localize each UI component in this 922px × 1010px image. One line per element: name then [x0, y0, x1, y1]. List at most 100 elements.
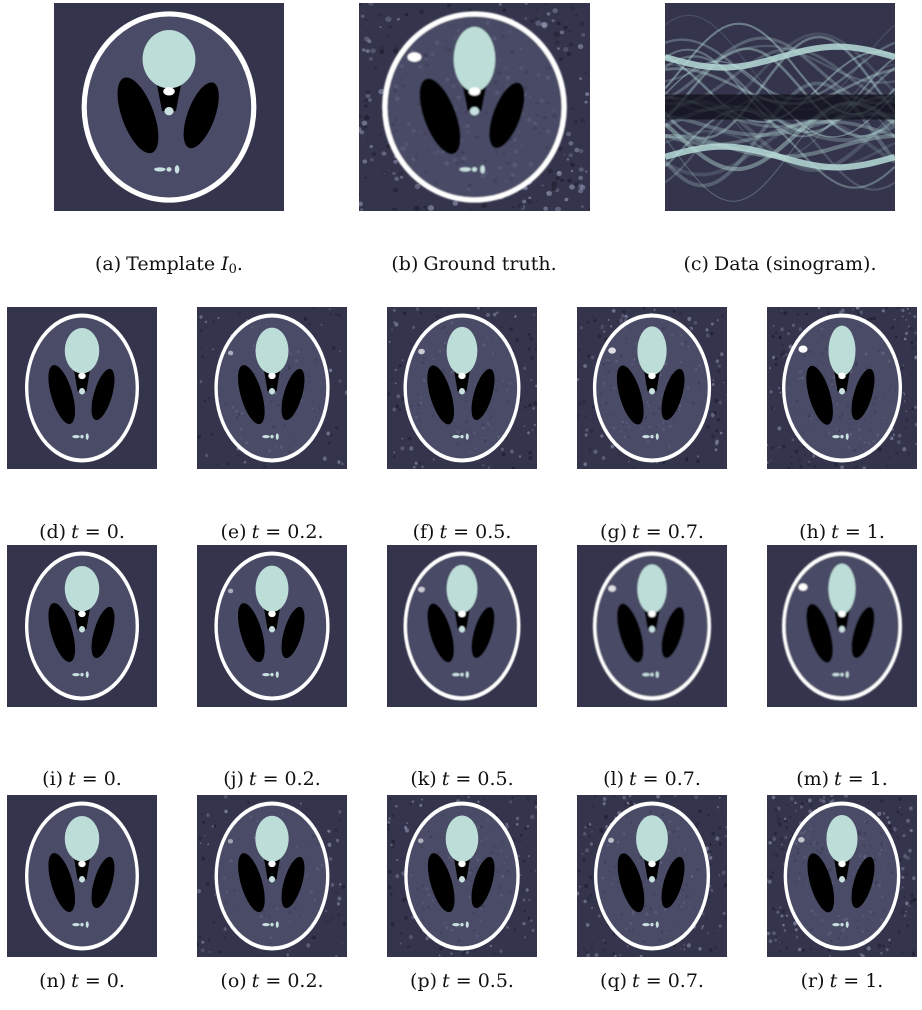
tiny-spot-left	[452, 672, 460, 677]
small-white-spot	[268, 610, 276, 618]
caption-e-label: (e)	[220, 521, 247, 543]
phantom-shapes	[214, 551, 330, 701]
tiny-spot-mid	[840, 672, 844, 677]
small-white-spot	[268, 860, 276, 868]
caption-g-t-value: 0.7	[667, 521, 698, 543]
caption-e-t-value: 0.2	[287, 521, 318, 543]
caption-l-t-value: 0.7	[664, 768, 695, 790]
tiny-spot-left	[642, 434, 650, 439]
tiny-spot-left	[459, 167, 472, 172]
caption-m-period: .	[881, 768, 888, 790]
caption-a: (a) Template I0.	[54, 253, 284, 277]
small-round-spot	[164, 107, 174, 116]
right-ventricle	[471, 368, 495, 421]
caption-h-t-symbol: t	[831, 521, 839, 543]
small-round-spot	[459, 388, 465, 395]
tiny-spot-right	[85, 433, 89, 440]
small-white-spot	[648, 372, 656, 380]
left-ventricle	[48, 364, 76, 424]
caption-p-period: .	[507, 970, 514, 992]
right-ventricle	[851, 606, 875, 659]
right-ventricle	[91, 606, 115, 659]
caption-k-t-value: 0.5	[477, 768, 508, 790]
panel-q-image	[577, 795, 727, 957]
phantom-shapes	[403, 551, 521, 701]
caption-n-period: .	[118, 970, 125, 992]
caption-i: (i) t = 0.	[0, 768, 167, 790]
right-ventricle	[851, 368, 875, 421]
bright-region	[453, 26, 496, 92]
left-ventricle	[427, 603, 454, 663]
caption-j-period: .	[314, 768, 321, 790]
tiny-spot-left	[72, 434, 80, 439]
caption-d-period: .	[118, 521, 125, 543]
bright-region	[828, 325, 856, 376]
tiny-spot-right	[85, 671, 89, 678]
right-ventricle	[489, 82, 525, 149]
caption-p-t-value: 0.5	[477, 970, 508, 992]
caption-i-equals: =	[75, 768, 104, 790]
panel-f-image	[387, 307, 537, 469]
caption-c-text: Data (sinogram).	[713, 253, 877, 275]
caption-q-label: (q)	[600, 970, 628, 992]
small-round-spot	[79, 876, 85, 883]
panel-e-image	[197, 307, 347, 469]
lesion-spot	[608, 585, 616, 592]
caption-h-label: (h)	[799, 521, 827, 543]
bright-region	[828, 563, 856, 614]
caption-h-t-value: 1	[866, 521, 879, 543]
right-ventricle	[183, 82, 219, 149]
small-white-spot	[468, 87, 481, 96]
caption-r-t-value: 1	[865, 970, 878, 992]
tiny-spot-right	[655, 921, 659, 928]
tiny-spot-right	[480, 165, 485, 174]
small-white-spot	[648, 610, 656, 618]
caption-o-t-value: 0.2	[287, 970, 318, 992]
tiny-spot-mid	[471, 167, 478, 172]
right-ventricle	[471, 856, 495, 909]
caption-n-t-symbol: t	[71, 970, 79, 992]
tiny-spot-right	[845, 921, 849, 928]
panel-p-image	[387, 795, 537, 957]
tiny-spot-right	[845, 433, 849, 440]
caption-r-t-symbol: t	[829, 970, 838, 992]
phantom-shapes	[214, 801, 330, 951]
tiny-spot-right	[465, 433, 469, 440]
caption-f-t-value: 0.5	[475, 521, 506, 543]
caption-k-label: (k)	[410, 768, 437, 790]
bright-region	[142, 30, 196, 89]
panel-o-image	[197, 795, 347, 957]
caption-n-equals: =	[78, 970, 107, 992]
bright-region	[637, 564, 667, 614]
caption-g: (g) t = 0.7.	[567, 521, 737, 543]
left-ventricle	[617, 853, 645, 913]
bright-region	[445, 815, 479, 863]
tiny-spot-mid	[460, 922, 464, 927]
lesion-spot	[407, 52, 422, 62]
tiny-spot-left	[154, 167, 166, 172]
small-white-spot	[163, 87, 175, 96]
left-ventricle	[238, 365, 265, 425]
caption-m: (m) t = 1.	[757, 768, 922, 790]
caption-o-period: .	[317, 970, 324, 992]
caption-o-equals: =	[259, 970, 288, 992]
caption-l: (l) t = 0.7.	[567, 768, 737, 790]
small-white-spot	[838, 860, 846, 868]
caption-q-equals: =	[639, 970, 668, 992]
caption-j-t-value: 0.2	[284, 768, 315, 790]
tiny-spot-right	[275, 671, 279, 678]
tiny-spot-right	[845, 671, 849, 678]
caption-o-t-symbol: t	[251, 970, 260, 992]
phantom-shapes	[382, 11, 567, 203]
left-ventricle	[616, 365, 644, 425]
lesion-spot	[418, 586, 425, 593]
caption-a-label: (a)	[95, 253, 122, 275]
left-ventricle	[807, 853, 835, 913]
panel-g-image	[577, 307, 727, 469]
panel-m-image	[767, 545, 917, 707]
panel-b-image	[359, 3, 590, 211]
small-round-spot	[839, 388, 845, 395]
tiny-spot-left	[262, 434, 270, 439]
lesion-spot	[798, 345, 808, 353]
small-round-spot	[839, 876, 845, 883]
